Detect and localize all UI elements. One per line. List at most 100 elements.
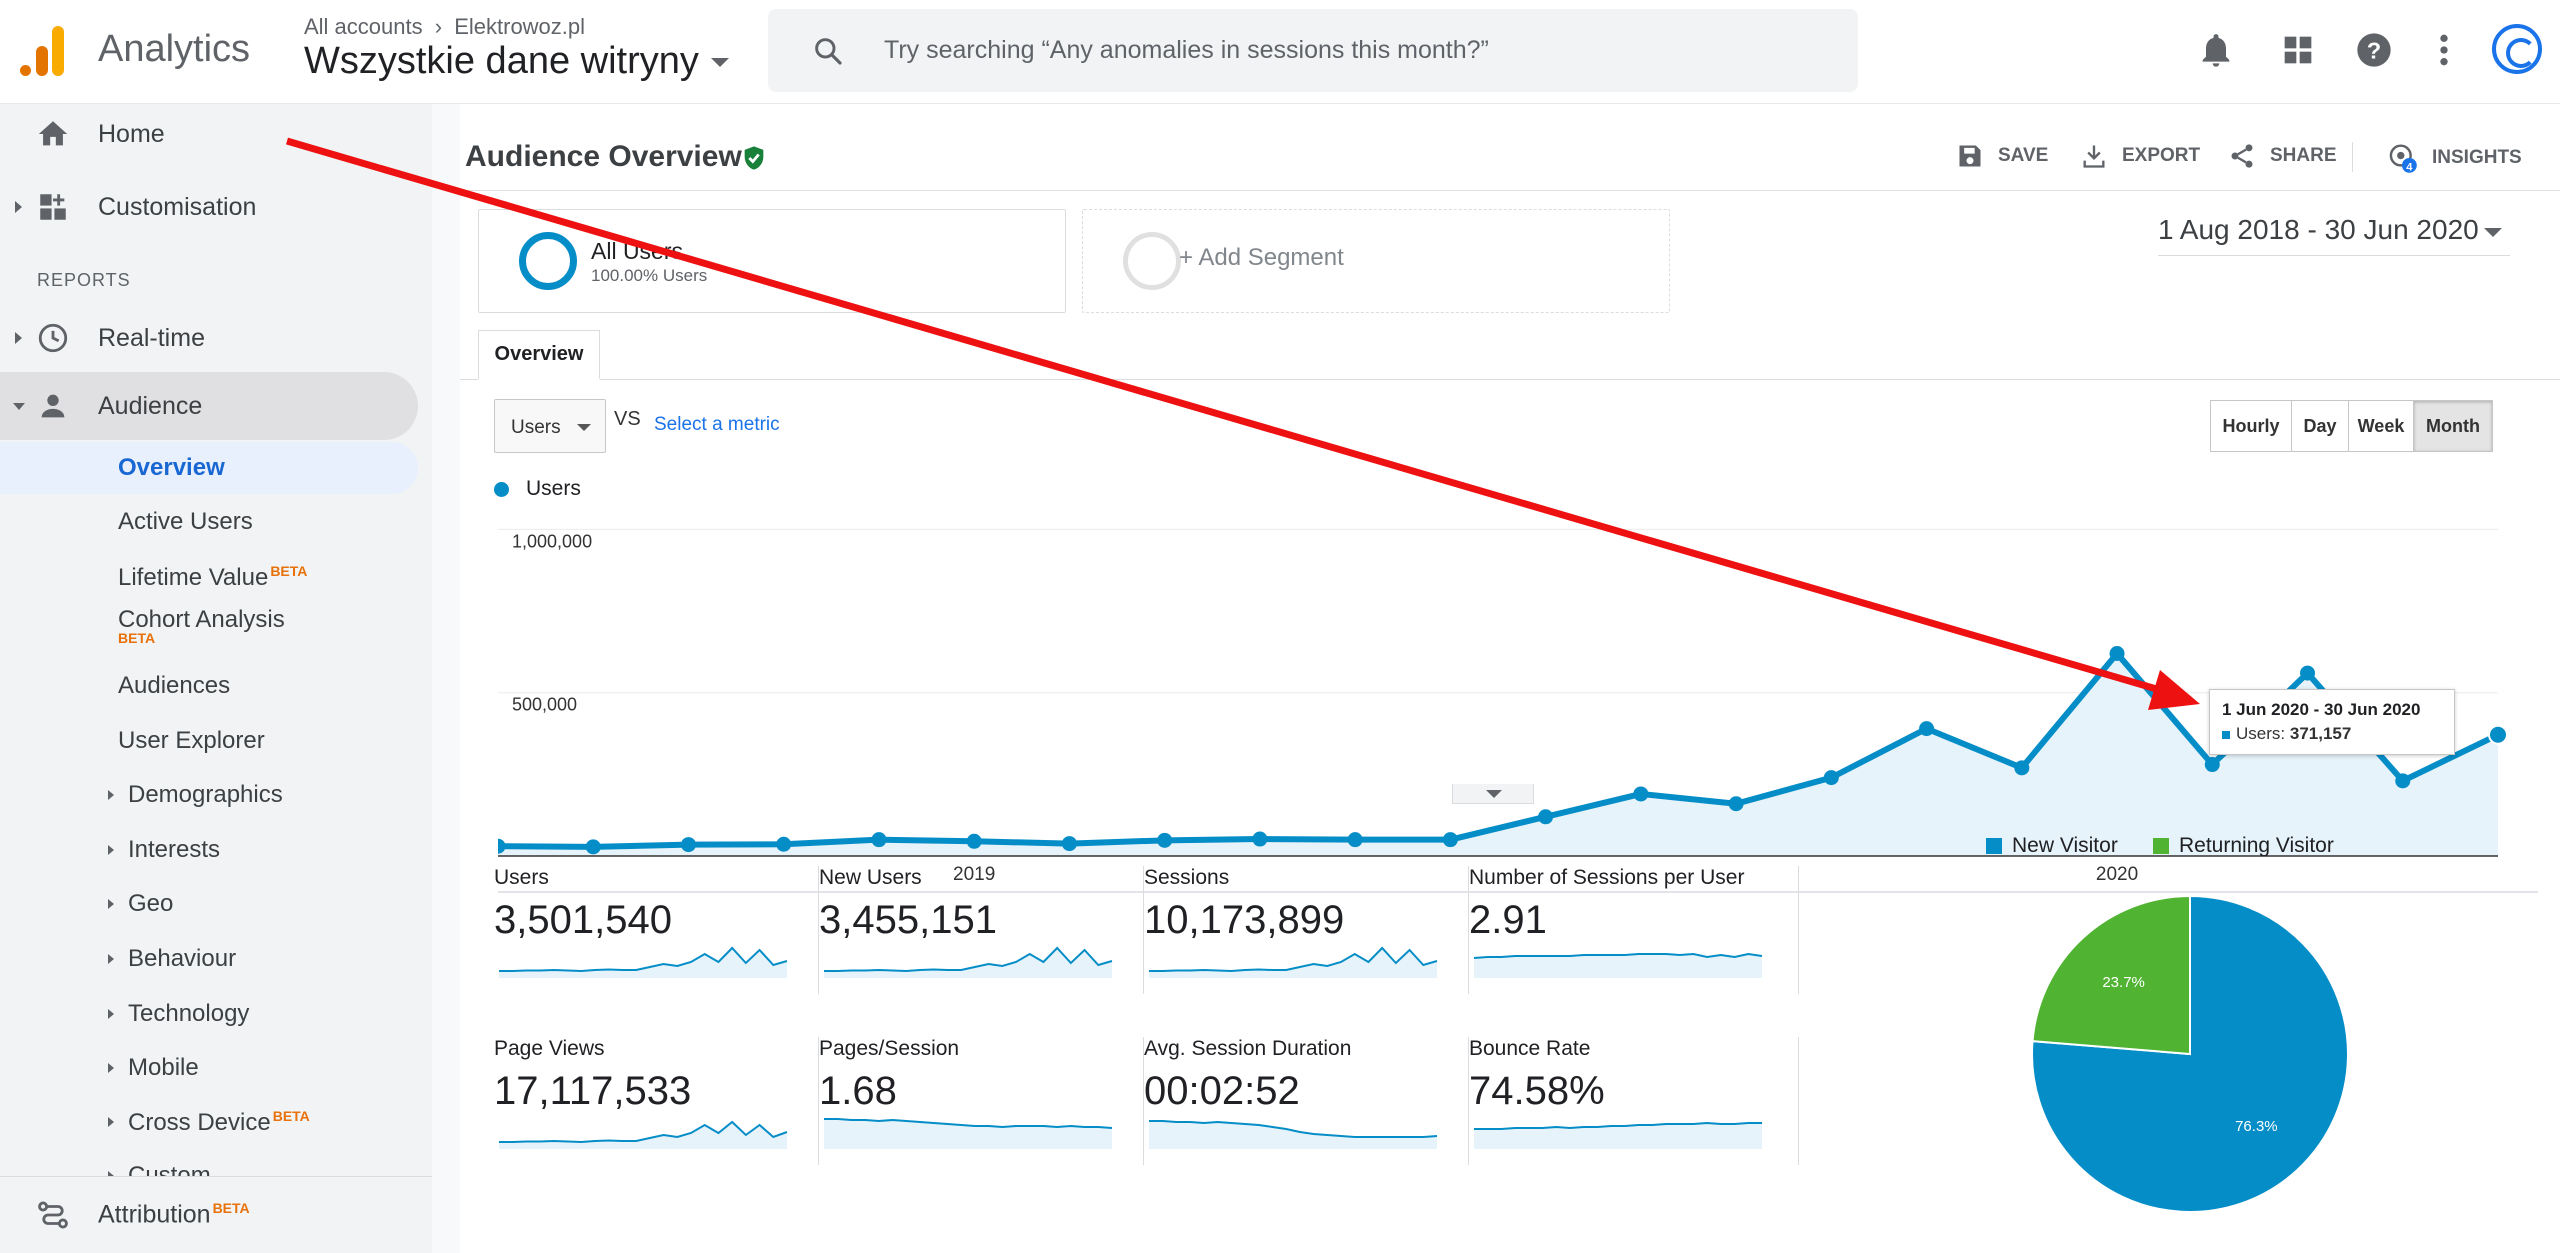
expand-arrow-icon	[108, 1063, 114, 1073]
kpi-card[interactable]: New Users 3,455,151	[819, 866, 1144, 994]
sidebar-item-realtime[interactable]: Real-time	[0, 308, 432, 368]
pie-slice	[2031, 894, 2191, 1056]
kpi-value: 00:02:52	[1144, 1069, 1300, 1113]
bell-icon[interactable]	[2196, 28, 2236, 72]
sidebar-item-customisation[interactable]: Customisation	[0, 177, 432, 237]
kpi-card[interactable]: Page Views 17,117,533	[494, 1037, 819, 1165]
data-point	[1728, 796, 1744, 812]
sidebar-item-label-wrap: Cross Device BETA	[128, 1108, 310, 1137]
granularity-day[interactable]: Day	[2291, 400, 2349, 452]
kpi-card[interactable]: Sessions 10,173,899	[1144, 866, 1469, 994]
breadcrumb-property[interactable]: Elektrowoz.pl	[454, 14, 586, 39]
export-button[interactable]: EXPORT	[2080, 142, 2200, 170]
data-point	[2300, 665, 2316, 681]
sparkline-line	[824, 1118, 1113, 1129]
sidebar-item-audience[interactable]: Audience	[0, 372, 418, 440]
select-metric-link[interactable]: Select a metric	[654, 414, 780, 435]
date-range-picker[interactable]: 1 Aug 2018 - 30 Jun 2020	[2158, 214, 2510, 256]
vs-label: VS	[614, 408, 641, 430]
sidebar-item-active-users[interactable]: Active Users	[0, 496, 418, 548]
save-button[interactable]: SAVE	[1956, 142, 2048, 170]
insights-button[interactable]: 4 INSIGHTS	[2386, 142, 2522, 174]
kpi-sparkline	[1474, 1121, 1762, 1149]
sidebar-item-label: Behaviour	[128, 945, 237, 972]
expand-arrow-icon	[108, 954, 114, 964]
metric-dropdown[interactable]: Users	[494, 399, 606, 453]
insights-count: 4	[2406, 161, 2413, 173]
sidebar-item-lifetime-value[interactable]: Lifetime Value BETA	[0, 551, 418, 603]
sidebar-item-label: Active Users	[118, 508, 253, 535]
breadcrumb[interactable]: All accounts › Elektrowoz.pl	[304, 14, 585, 40]
expand-arrow-icon	[108, 899, 114, 909]
sidebar-item-label: Attribution	[98, 1200, 211, 1229]
more-vert-icon[interactable]	[2424, 28, 2464, 72]
granularity-week[interactable]: Week	[2348, 400, 2414, 452]
reports-header: REPORTS	[37, 270, 131, 290]
kpi-card[interactable]: Bounce Rate 74.58%	[1469, 1037, 1799, 1165]
sidebar-item-mobile[interactable]: Mobile	[0, 1042, 418, 1094]
x-tick-label: 2020	[2096, 864, 2138, 885]
kpi-card[interactable]: Avg. Session Duration 00:02:52	[1144, 1037, 1469, 1165]
kpi-card[interactable]: Pages/Session 1.68	[819, 1037, 1144, 1165]
data-point	[1061, 836, 1077, 852]
sidebar-item-overview[interactable]: Overview	[0, 442, 418, 494]
beta-badge: BETA	[212, 1200, 250, 1217]
sidebar-item-attribution[interactable]: Attribution BETA	[0, 1185, 432, 1245]
search-icon	[815, 38, 842, 65]
segment-all-users[interactable]: All Users 100.00% Users	[478, 209, 1066, 313]
data-point	[1538, 809, 1554, 825]
sidebar-item-audiences[interactable]: Audiences	[0, 660, 418, 712]
sidebar-item-user-explorer[interactable]: User Explorer	[0, 715, 418, 767]
tab-overview[interactable]: Overview	[478, 330, 600, 380]
pie-legend-label: New Visitor	[2012, 834, 2118, 857]
add-segment-button[interactable]: + Add Segment	[1082, 209, 1670, 313]
sparkline-line	[1474, 1121, 1762, 1130]
dashboard-icon	[40, 194, 66, 220]
breadcrumb-account[interactable]: All accounts	[304, 14, 423, 39]
sidebar-item-label: Interests	[128, 836, 221, 863]
view-selector[interactable]: Wszystkie dane witryny	[304, 40, 729, 83]
add-segment-label: + Add Segment	[1179, 244, 1344, 271]
sidebar-item-label: Lifetime Value	[118, 563, 269, 591]
segment-name: All Users	[591, 238, 684, 264]
sidebar-item-interests[interactable]: Interests	[0, 824, 418, 876]
kpi-card[interactable]: Users 3,501,540	[494, 866, 819, 994]
sidebar-item-cohort-analysis[interactable]: Cohort Analysis BETA	[0, 600, 418, 662]
sidebar-item-home[interactable]: Home	[0, 104, 432, 164]
kpi-name: Avg. Session Duration	[1144, 1037, 1352, 1060]
kpi-sparkline	[499, 1120, 788, 1149]
save-icon	[1959, 145, 1981, 167]
kpi-name: Page Views	[494, 1037, 605, 1060]
data-point	[2488, 724, 2508, 745]
data-point	[1633, 786, 1649, 802]
sidebar-item-label-wrap: Lifetime Value BETA	[118, 563, 307, 592]
main-gutter	[432, 104, 460, 1253]
share-label: SHARE	[2270, 145, 2337, 166]
kpi-name: Number of Sessions per User	[1469, 866, 1745, 889]
chart-collapse-handle[interactable]	[1452, 784, 1534, 804]
beta-badge: BETA	[118, 630, 156, 646]
beta-badge: BETA	[272, 1107, 310, 1124]
share-button[interactable]: SHARE	[2228, 142, 2337, 170]
sidebar-item-cross-device[interactable]: Cross Device BETA	[0, 1096, 418, 1148]
expand-arrow-icon	[15, 332, 22, 344]
account-avatar[interactable]	[2492, 24, 2542, 74]
sidebar-item-demographics[interactable]: Demographics	[0, 769, 418, 821]
granularity-hourly[interactable]: Hourly	[2210, 400, 2292, 452]
sidebar-item-geo[interactable]: Geo	[0, 878, 418, 930]
segment-detail: 100.00% Users	[591, 266, 708, 285]
sidebar-item-label: Audiences	[118, 672, 231, 699]
search-input[interactable]	[884, 29, 1824, 71]
kpi-value: 10,173,899	[1144, 898, 1345, 942]
granularity-month[interactable]: Month	[2413, 400, 2493, 452]
search-box[interactable]	[768, 9, 1858, 92]
kpi-name: Sessions	[1144, 866, 1230, 889]
kpi-card[interactable]: Number of Sessions per User 2.91	[1469, 866, 1799, 994]
sparkline-line	[1149, 946, 1438, 973]
help-icon[interactable]: ?	[2354, 28, 2394, 72]
sidebar-item-technology[interactable]: Technology	[0, 988, 418, 1040]
sidebar-item-behaviour[interactable]: Behaviour	[0, 933, 418, 985]
apps-grid-icon[interactable]	[2278, 28, 2318, 72]
sparkline-line	[499, 1120, 788, 1144]
analytics-logo[interactable]	[20, 24, 68, 76]
